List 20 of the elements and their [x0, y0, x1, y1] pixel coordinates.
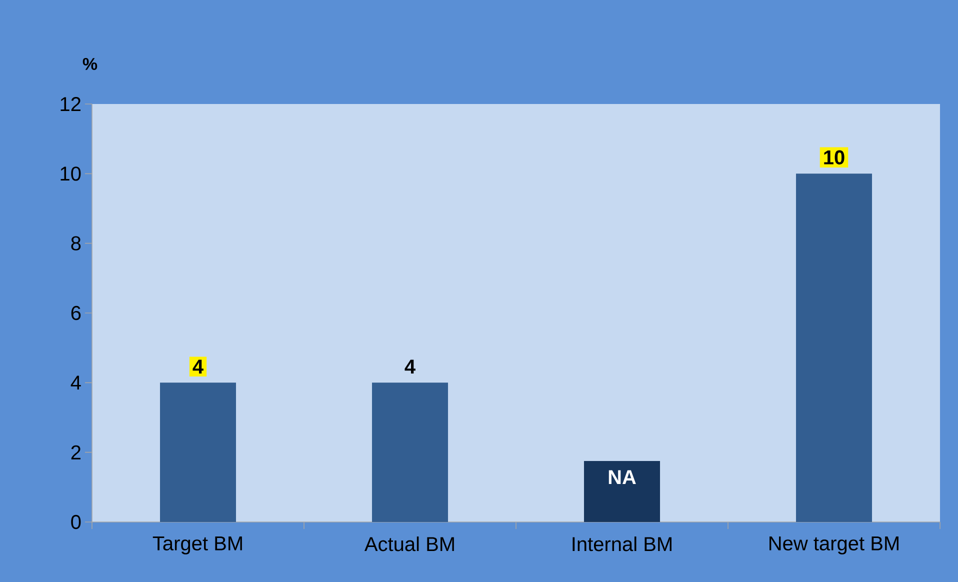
y-axis-title: %: [82, 58, 98, 70]
y-tick-label: 0: [71, 514, 81, 530]
data-label: 4: [404, 360, 416, 374]
y-tick-label: 6: [71, 306, 81, 320]
bar: [584, 461, 660, 522]
bar: [372, 382, 448, 522]
y-tick-label: 4: [70, 376, 81, 390]
bar: [160, 382, 236, 522]
x-tick-label: Internal BM: [572, 536, 672, 552]
y-tick-label: 10: [60, 166, 81, 181]
y-tick-label: 12: [60, 97, 80, 111]
x-tick-label: New target BM: [770, 536, 898, 554]
x-tick-label: Actual BM: [364, 536, 454, 552]
y-tick-label: 8: [71, 236, 81, 250]
bar: [796, 174, 872, 522]
x-tick-label: Target BM: [152, 536, 242, 554]
data-label: 10: [824, 150, 844, 164]
data-label: NA: [608, 470, 636, 484]
y-tick-label: 2: [71, 445, 80, 460]
data-label: 4: [192, 360, 204, 374]
